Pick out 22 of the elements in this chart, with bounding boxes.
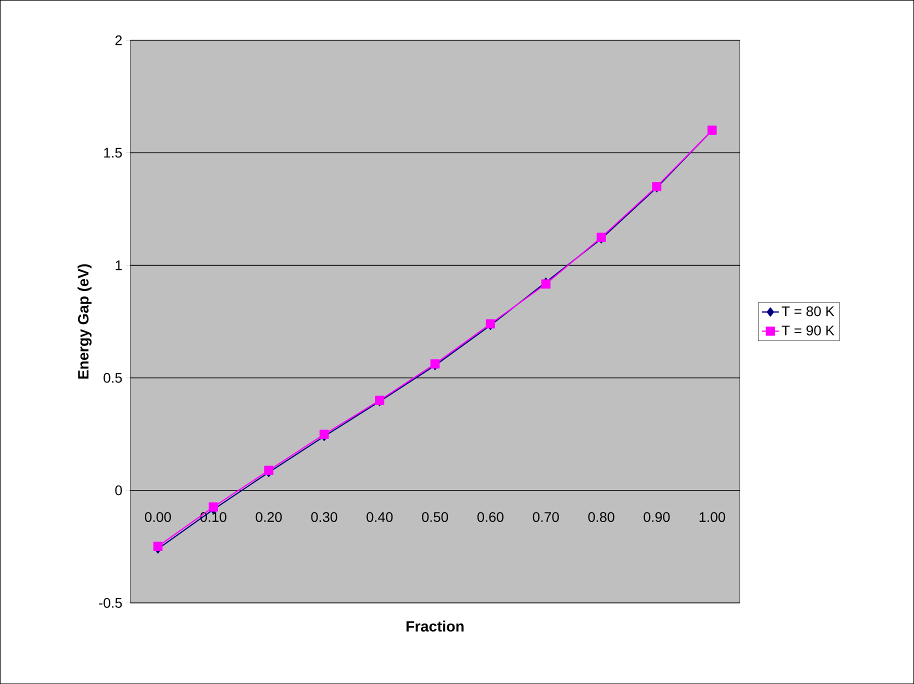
y-tick-label: 0: [115, 485, 122, 496]
y-axis-title: Energy Gap (eV): [78, 264, 92, 379]
x-tick-label: 0.50: [422, 512, 448, 522]
x-tick-label: 0.30: [311, 512, 338, 522]
x-tick-label: 0.80: [588, 512, 614, 522]
x-tick-label: 1.00: [700, 512, 726, 522]
x-tick-label: 0.00: [144, 512, 171, 522]
y-tick-label: 2: [115, 35, 122, 46]
legend-label: T = 90 K: [782, 325, 834, 336]
point: [208, 502, 218, 512]
y-tick-label: -0.5: [99, 598, 122, 608]
y-tick-label: 0.5: [104, 372, 122, 383]
x-tick-label: 0.40: [366, 512, 393, 522]
x-tick-label: 0.70: [532, 512, 559, 522]
x-axis-title: Fraction: [406, 620, 464, 632]
y-tick-label: 1.5: [104, 148, 122, 158]
y-tick-label: 1: [116, 260, 122, 270]
legend-label: T = 80 K: [782, 306, 834, 316]
point: [153, 542, 163, 551]
x-tick-label: 0.20: [256, 512, 282, 522]
x-tick-label: 0.90: [644, 512, 670, 522]
x-tick-label: 0.60: [477, 512, 504, 522]
